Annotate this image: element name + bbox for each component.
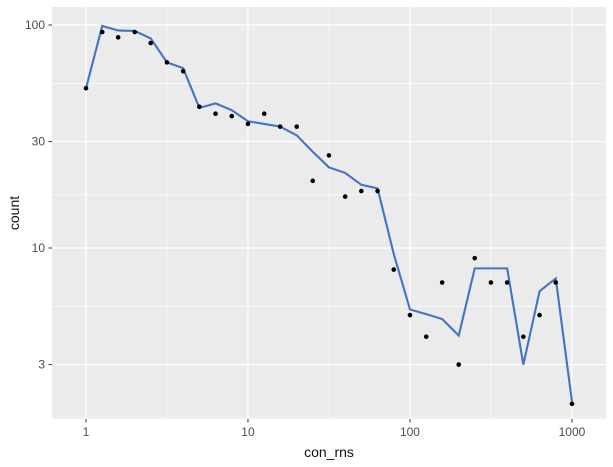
- data-point: [439, 280, 445, 285]
- data-point: [277, 124, 283, 129]
- data-point: [83, 86, 89, 91]
- data-point: [213, 111, 218, 117]
- data-point: [553, 280, 559, 285]
- data-point: [229, 113, 235, 119]
- y-tick-label: 10: [32, 241, 46, 255]
- data-point: [245, 121, 251, 127]
- data-point: [180, 68, 186, 74]
- y-tick-label: 100: [25, 18, 45, 32]
- data-point: [504, 280, 510, 285]
- data-point: [310, 178, 316, 184]
- data-point: [456, 362, 462, 367]
- data-point: [342, 194, 348, 199]
- data-point: [148, 40, 154, 46]
- data-point: [375, 188, 380, 194]
- x-axis-title: con_rns: [304, 444, 354, 460]
- data-point: [164, 60, 170, 65]
- data-point: [537, 312, 542, 318]
- y-tick-label: 3: [38, 358, 45, 372]
- data-point: [521, 334, 526, 340]
- data-point: [99, 29, 105, 35]
- data-point: [423, 334, 429, 340]
- data-point: [569, 401, 575, 407]
- data-point: [326, 153, 332, 158]
- x-tick-label: 100: [400, 425, 420, 439]
- data-point: [472, 255, 478, 261]
- data-point: [407, 312, 413, 318]
- data-point: [359, 188, 364, 194]
- data-point: [115, 35, 121, 40]
- data-point: [294, 124, 300, 129]
- data-point: [488, 280, 494, 285]
- data-point: [197, 104, 202, 110]
- x-tick-label: 1000: [559, 425, 586, 439]
- y-axis-title: count: [6, 195, 22, 231]
- data-point: [391, 267, 397, 272]
- data-point: [132, 29, 138, 35]
- x-tick-label: 10: [241, 425, 255, 439]
- y-tick-label: 30: [32, 135, 46, 149]
- data-point: [261, 111, 267, 117]
- x-tick-label: 1: [83, 425, 90, 439]
